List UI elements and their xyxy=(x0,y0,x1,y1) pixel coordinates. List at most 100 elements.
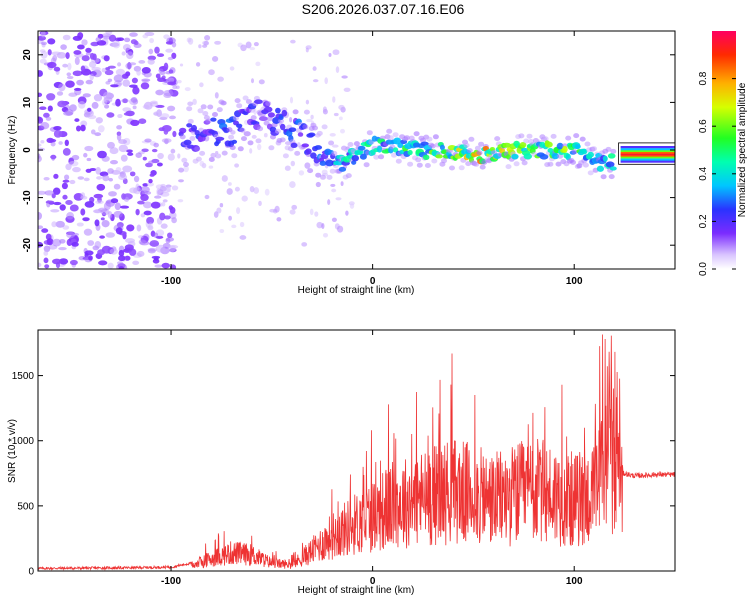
spectrogram-blob xyxy=(107,65,116,69)
spectrogram-blob xyxy=(141,78,151,82)
spectrogram-blob xyxy=(95,37,102,43)
spectrogram-band xyxy=(620,148,675,151)
spectrogram-blob xyxy=(249,148,253,154)
colorbar-tick-label: 0.2 xyxy=(698,214,709,228)
spectrogram-blob xyxy=(195,156,202,162)
spectrogram-blob xyxy=(66,211,74,220)
spectrogram-blob xyxy=(357,145,366,151)
spectrogram-blob xyxy=(231,224,237,229)
spectrogram-blob xyxy=(115,68,125,76)
spectrogram-blob xyxy=(140,186,150,193)
spectrogram-blob xyxy=(133,175,140,183)
spectrogram-blob xyxy=(82,93,91,98)
spectrogram-blob xyxy=(122,79,131,87)
spectrogram-blob xyxy=(83,152,88,158)
spectrogram-blob xyxy=(44,190,55,196)
spectrogram-blob xyxy=(84,201,95,208)
spectrogram-band xyxy=(620,158,675,161)
spectrogram-blob xyxy=(136,250,145,257)
spectrogram-blob xyxy=(58,83,66,92)
spectrogram-blob xyxy=(109,147,119,155)
spectrogram-blob xyxy=(105,232,116,238)
spectrogram-blob xyxy=(115,98,121,107)
spectrogram-blob xyxy=(46,238,54,246)
spectrogram-blob xyxy=(142,201,153,209)
spectrogram-blob xyxy=(53,66,61,72)
spectrogram-blob xyxy=(253,42,259,47)
spectrogram-blob xyxy=(229,145,236,151)
spectrogram-blob xyxy=(117,37,125,42)
spectrogram-blob xyxy=(95,166,101,175)
spectrogram-blob xyxy=(62,179,70,183)
spectrogram-blob xyxy=(267,112,275,118)
spectrogram-blob xyxy=(110,198,119,204)
spectrogram-blob xyxy=(316,130,323,136)
spectrogram-blob xyxy=(199,82,204,88)
spectrogram-blob xyxy=(144,138,152,143)
spectrogram-blob xyxy=(141,66,151,74)
y-tick-label: 1500 xyxy=(12,371,35,382)
spectrogram-blob xyxy=(118,144,128,153)
spectrogram-blob xyxy=(85,79,94,85)
spectrogram-blob xyxy=(84,145,94,152)
spectrogram-blob xyxy=(142,34,149,39)
spectrogram-blob xyxy=(441,158,447,164)
spectrogram-blob xyxy=(322,233,329,238)
spectrogram-blob xyxy=(83,228,93,236)
spectrogram-blob xyxy=(544,141,553,148)
spectrogram-blob xyxy=(143,210,152,216)
spectrogram-blob xyxy=(52,187,61,195)
spectrogram-blob xyxy=(166,186,172,193)
spectrogram-blob xyxy=(175,85,180,90)
spectrogram-blob xyxy=(302,124,309,130)
spectrogram-blob xyxy=(215,153,222,159)
spectrogram-blob xyxy=(156,53,165,58)
spectrogram-blob xyxy=(307,168,314,174)
spectrogram-blob xyxy=(165,238,171,244)
spectrogram-xlabel: Height of straight line (km) xyxy=(298,285,415,296)
spectrogram-blob xyxy=(43,176,50,181)
spectrogram-blob xyxy=(104,69,114,76)
spectrogram-blob xyxy=(473,161,480,167)
spectrogram-blob xyxy=(274,205,280,213)
spectrogram-ylabel: Frequency (Hz) xyxy=(7,116,18,185)
spectrogram-blob xyxy=(276,217,282,222)
spectrogram-blob xyxy=(282,153,289,159)
spectrogram-blob xyxy=(39,49,46,53)
spectrogram-blob xyxy=(198,44,202,49)
spectrogram-blob xyxy=(118,255,126,262)
spectrogram-blob xyxy=(40,122,50,130)
spectrogram-blob xyxy=(239,127,246,133)
spectrogram-blob xyxy=(105,200,113,204)
spectrogram-blob xyxy=(47,61,57,69)
spectrogram-blob xyxy=(305,47,309,53)
spectrogram-blob xyxy=(117,62,122,67)
spectrogram-blob xyxy=(268,145,275,151)
spectrogram-blob xyxy=(107,262,114,269)
spectrogram-band xyxy=(620,149,675,152)
spectrogram-blob xyxy=(45,116,52,121)
spectrogram-blob xyxy=(86,107,92,112)
spectrogram-blob xyxy=(254,99,263,105)
spectrogram-blob xyxy=(458,165,465,171)
spectrogram-blob xyxy=(107,141,115,149)
spectrogram-blob xyxy=(208,157,215,162)
spectrogram-blob xyxy=(521,160,528,166)
snr-xlabel: Height of straight line (km) xyxy=(298,585,415,596)
spectrogram-blob xyxy=(53,201,62,206)
spectrogram-blob xyxy=(121,98,129,104)
spectrogram-blob xyxy=(242,95,249,101)
spectrogram-blob xyxy=(40,50,48,59)
spectrogram-blob xyxy=(109,248,118,255)
spectrogram-blob xyxy=(337,225,344,233)
spectrogram-blob xyxy=(38,211,43,220)
spectrogram-blob xyxy=(330,183,336,187)
spectrogram-blob xyxy=(608,174,615,180)
spectrogram-blob xyxy=(211,55,219,62)
spectrogram-blob xyxy=(153,257,159,261)
spectrogram-blob xyxy=(289,116,293,123)
spectrogram-blob xyxy=(220,100,227,106)
spectrogram-blob xyxy=(151,148,158,153)
spectrogram-blob xyxy=(542,136,549,142)
spectrogram-blob xyxy=(237,146,244,152)
